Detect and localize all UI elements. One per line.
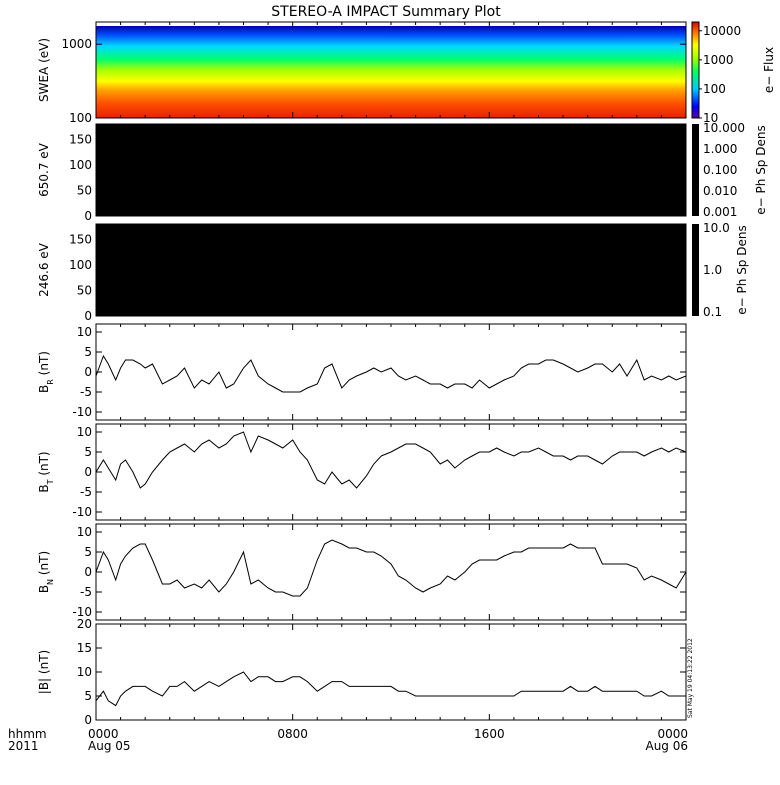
- y-tick-label: 10: [77, 425, 92, 439]
- pad246-colorbar: [692, 224, 699, 316]
- y-tick-label: -10: [72, 605, 92, 619]
- y-axis-label: 650.7 eV: [37, 142, 51, 197]
- y-tick-label: 0: [84, 465, 92, 479]
- y-tick-label: 0: [84, 565, 92, 579]
- y-axis-label-main: B: [37, 585, 51, 593]
- panel-frame: [95, 423, 687, 521]
- bt-series-line: [95, 431, 687, 489]
- colorbar-tick-label: 1.0: [703, 263, 722, 277]
- y-axis-label-sub: T: [46, 479, 55, 485]
- y-axis-label-sub: R: [46, 379, 55, 385]
- panel-frame: [95, 523, 687, 621]
- y-axis-label-unit: (nT): [37, 451, 51, 479]
- y-axis-label: BR (nT): [37, 351, 55, 393]
- y-tick-label: 10: [77, 325, 92, 339]
- pad-650-panel: 150 100 50 0 650.7 eV 10.000 1.000 0.100 0.010 0.…: [37, 121, 768, 223]
- y-tick-label: -5: [80, 385, 92, 399]
- time-tick-label: 1600: [474, 727, 505, 741]
- br-series-line: [95, 354, 687, 393]
- y-tick-label: 100: [69, 258, 92, 272]
- time-tick-sublabel: Aug 06: [645, 739, 688, 753]
- panel-frame: [95, 323, 687, 421]
- y-tick-label: 10: [77, 525, 92, 539]
- colorbar-tick-label: 0.001: [703, 205, 737, 219]
- pad-246-panel: 150 100 50 0 246.6 eV 10.0 1.0 0.1 e− Ph Sp Dens: [37, 221, 749, 323]
- y-tick-label: 5: [84, 545, 92, 559]
- y-axis-label: SWEA (eV): [37, 38, 51, 102]
- y-tick-label: -5: [80, 585, 92, 599]
- bmag-series-line: [95, 671, 686, 707]
- colorbar-tick-label: 10.000: [703, 121, 745, 135]
- swea-colorbar: [691, 21, 700, 119]
- colorbar-tick-label: 0.1: [703, 305, 722, 319]
- bt-panel: 10 5 0 -5 -10 BT (nT): [37, 423, 687, 521]
- colorbar-tick-label: 10.0: [703, 221, 730, 235]
- time-axis-label-top: hhmm: [8, 727, 47, 741]
- y-tick-label: 100: [69, 158, 92, 172]
- y-tick-label: 5: [84, 689, 92, 703]
- time-tick-sublabel: Aug 05: [88, 739, 131, 753]
- y-tick-label: 1000: [61, 37, 92, 51]
- colorbar-tick-label: 100: [703, 82, 726, 96]
- figure-title: STEREO-A IMPACT Summary Plot: [271, 4, 501, 20]
- y-tick-label: 50: [77, 283, 92, 297]
- y-tick-label: 0: [84, 365, 92, 379]
- y-axis-label-main: B: [37, 484, 51, 492]
- y-tick-label: -10: [72, 405, 92, 419]
- colorbar-tick-label: 1.000: [703, 142, 737, 156]
- y-tick-label: 20: [77, 617, 92, 631]
- colorbar-tick-label: 0.010: [703, 184, 737, 198]
- time-tick-label: 0000: [657, 727, 688, 741]
- y-tick-label: 50: [77, 183, 92, 197]
- colorbar-tick-label: 0.100: [703, 163, 737, 177]
- pad650-heatmap: [96, 124, 686, 216]
- y-axis-label-main: B: [37, 385, 51, 393]
- colorbar-tick-label: 1000: [703, 53, 734, 67]
- br-panel: 10 5 0 -5 -10 BR (nT): [37, 323, 687, 421]
- y-tick-label: 0: [84, 209, 92, 223]
- y-tick-label: 100: [69, 111, 92, 125]
- y-tick-label: 150: [69, 232, 92, 246]
- y-tick-label: -10: [72, 505, 92, 519]
- time-axis-label-bottom: 2011: [8, 739, 39, 753]
- bmag-panel: 20 15 10 5 0 |B| (nT): [37, 617, 687, 727]
- y-axis-label: |B| (nT): [37, 650, 51, 694]
- colorbar-tick-label: 10: [703, 111, 718, 125]
- y-tick-label: 15: [77, 641, 92, 655]
- time-tick-label: 0000: [88, 727, 119, 741]
- y-axis-label-unit: (nT): [37, 551, 51, 579]
- colorbar-label: e− Ph Sp Dens: [754, 125, 768, 214]
- pad650-colorbar: [692, 124, 699, 216]
- swea-panel: 1000 100 SWEA (eV) 10000 1000 100 10 e− Flux: [37, 21, 776, 125]
- swea-spectrogram: [96, 26, 686, 118]
- colorbar-label: e− Flux: [762, 47, 776, 93]
- y-axis-label: 246.6 eV: [37, 242, 51, 297]
- panel-frame: [95, 623, 687, 721]
- y-tick-label: 150: [69, 132, 92, 146]
- y-tick-label: -5: [80, 485, 92, 499]
- bn-panel: 10 5 0 -5 -10 BN (nT): [37, 523, 687, 621]
- y-axis-label-unit: (nT): [37, 351, 51, 379]
- y-tick-label: 5: [84, 345, 92, 359]
- y-tick-label: 10: [77, 665, 92, 679]
- y-axis-label: BT (nT): [37, 451, 55, 492]
- y-axis-label: BN (nT): [37, 551, 55, 593]
- y-axis-label-sub: N: [46, 579, 55, 585]
- y-tick-label: 5: [84, 445, 92, 459]
- bn-series-line: [95, 539, 687, 597]
- y-tick-label: 0: [84, 713, 92, 727]
- y-tick-label: 0: [84, 309, 92, 323]
- timestamp-stamp: Sat May 19 04:13:22 2012: [687, 638, 694, 718]
- colorbar-tick-label: 10000: [703, 24, 741, 38]
- colorbar-label: e− Ph Sp Dens: [735, 225, 749, 314]
- time-tick-label: 0800: [277, 727, 308, 741]
- pad246-heatmap: [96, 224, 686, 316]
